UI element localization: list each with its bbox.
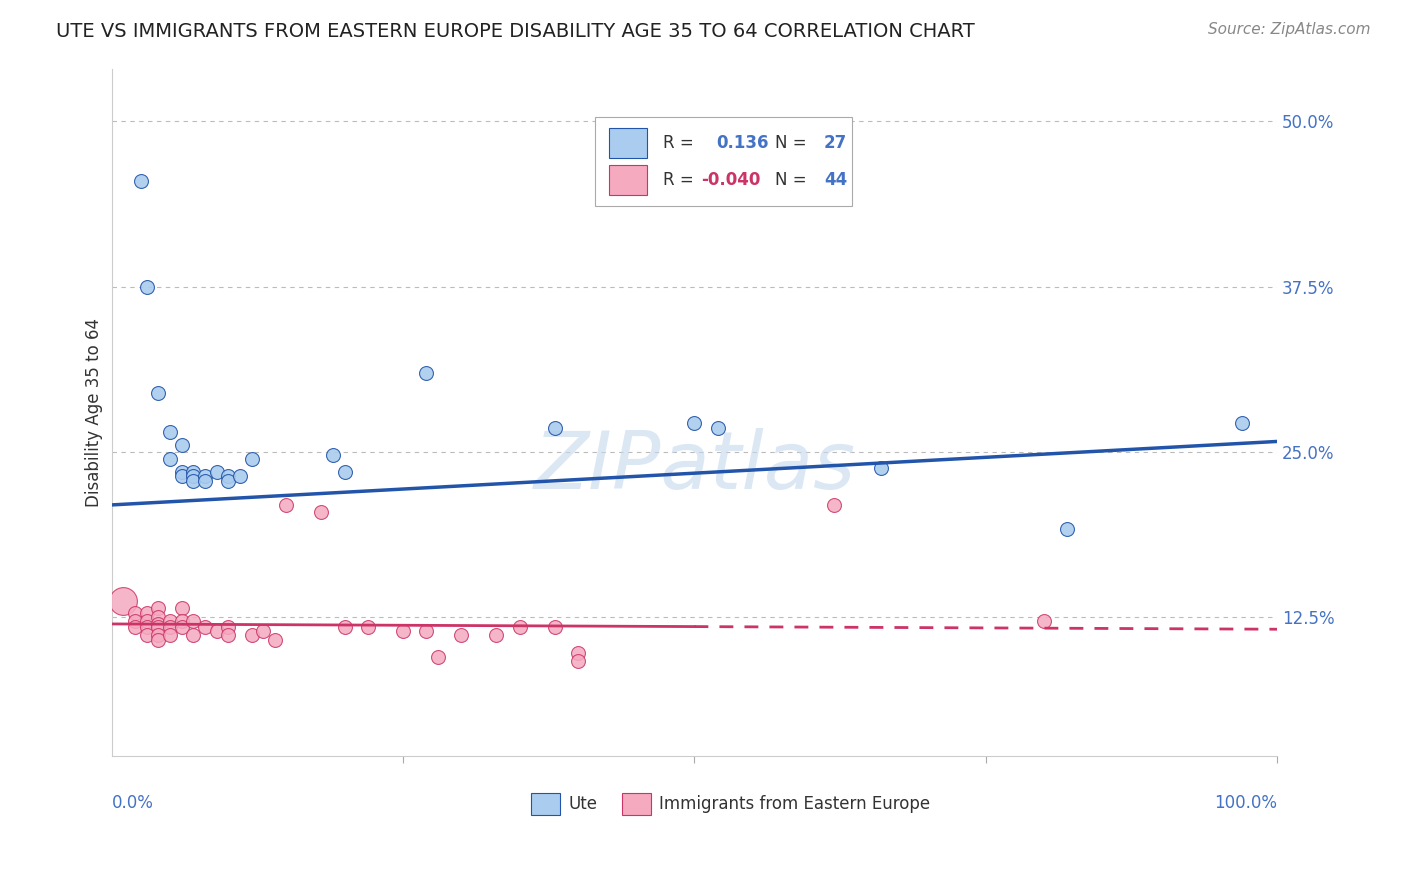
Text: N =: N = bbox=[775, 134, 807, 152]
Point bbox=[509, 619, 531, 633]
Point bbox=[205, 624, 228, 638]
Point bbox=[181, 468, 204, 483]
Text: -0.040: -0.040 bbox=[702, 171, 761, 189]
Point bbox=[159, 619, 181, 633]
Point bbox=[311, 504, 333, 518]
Point bbox=[159, 451, 181, 466]
Point bbox=[322, 448, 344, 462]
Point bbox=[450, 627, 472, 641]
Point bbox=[181, 465, 204, 479]
Text: 0.136: 0.136 bbox=[717, 134, 769, 152]
Point bbox=[415, 624, 437, 638]
Text: R =: R = bbox=[664, 171, 693, 189]
Text: UTE VS IMMIGRANTS FROM EASTERN EUROPE DISABILITY AGE 35 TO 64 CORRELATION CHART: UTE VS IMMIGRANTS FROM EASTERN EUROPE DI… bbox=[56, 22, 974, 41]
Point bbox=[135, 619, 157, 633]
Point bbox=[194, 468, 217, 483]
Text: 100.0%: 100.0% bbox=[1215, 794, 1277, 812]
Text: Ute: Ute bbox=[568, 795, 598, 813]
Point bbox=[217, 474, 239, 488]
Point bbox=[707, 421, 730, 435]
Point bbox=[170, 619, 193, 633]
Point bbox=[124, 615, 146, 629]
FancyBboxPatch shape bbox=[595, 117, 852, 206]
Point bbox=[485, 627, 508, 641]
Point bbox=[135, 627, 157, 641]
FancyBboxPatch shape bbox=[623, 793, 651, 814]
Point bbox=[217, 619, 239, 633]
Point bbox=[181, 627, 204, 641]
Point bbox=[124, 619, 146, 633]
FancyBboxPatch shape bbox=[609, 128, 647, 158]
Point bbox=[112, 594, 135, 608]
Text: ZIPatlas: ZIPatlas bbox=[533, 428, 855, 507]
Point bbox=[567, 646, 589, 660]
Point bbox=[333, 465, 356, 479]
Point bbox=[170, 615, 193, 629]
Point bbox=[205, 465, 228, 479]
Point bbox=[148, 632, 170, 647]
Point bbox=[357, 619, 380, 633]
Point bbox=[240, 627, 263, 641]
FancyBboxPatch shape bbox=[531, 793, 561, 814]
Point bbox=[170, 601, 193, 615]
Point bbox=[181, 474, 204, 488]
Point bbox=[543, 421, 565, 435]
Text: 0.0%: 0.0% bbox=[111, 794, 153, 812]
Point bbox=[1056, 522, 1078, 536]
Point bbox=[543, 619, 565, 633]
Point bbox=[135, 615, 157, 629]
Point bbox=[415, 366, 437, 380]
Point bbox=[870, 461, 893, 475]
Point bbox=[135, 279, 157, 293]
Point bbox=[333, 619, 356, 633]
Point bbox=[217, 468, 239, 483]
Point bbox=[567, 654, 589, 668]
Point bbox=[148, 619, 170, 633]
Point bbox=[181, 615, 204, 629]
Point bbox=[170, 465, 193, 479]
Text: 27: 27 bbox=[824, 134, 846, 152]
Y-axis label: Disability Age 35 to 64: Disability Age 35 to 64 bbox=[86, 318, 103, 507]
Point bbox=[1033, 615, 1056, 629]
Point bbox=[1232, 416, 1254, 430]
Point bbox=[683, 416, 706, 430]
Point bbox=[129, 174, 152, 188]
Point bbox=[240, 451, 263, 466]
Point bbox=[148, 601, 170, 615]
Text: R =: R = bbox=[664, 134, 693, 152]
Point bbox=[148, 616, 170, 631]
Point bbox=[276, 498, 298, 512]
Point bbox=[427, 650, 450, 665]
Point bbox=[263, 632, 285, 647]
Point bbox=[124, 607, 146, 621]
Point bbox=[392, 624, 415, 638]
Point bbox=[159, 627, 181, 641]
Point bbox=[823, 498, 845, 512]
Point bbox=[170, 468, 193, 483]
Text: Source: ZipAtlas.com: Source: ZipAtlas.com bbox=[1208, 22, 1371, 37]
Point bbox=[252, 624, 274, 638]
Point bbox=[148, 385, 170, 400]
Point bbox=[217, 627, 239, 641]
Point bbox=[229, 468, 252, 483]
Point bbox=[159, 615, 181, 629]
Point bbox=[194, 619, 217, 633]
Point bbox=[148, 627, 170, 641]
Point bbox=[194, 474, 217, 488]
Text: 44: 44 bbox=[824, 171, 846, 189]
FancyBboxPatch shape bbox=[609, 165, 647, 195]
Text: Immigrants from Eastern Europe: Immigrants from Eastern Europe bbox=[659, 795, 931, 813]
Point bbox=[135, 607, 157, 621]
Text: N =: N = bbox=[775, 171, 807, 189]
Point bbox=[170, 438, 193, 452]
Point bbox=[148, 610, 170, 624]
Point bbox=[159, 425, 181, 440]
